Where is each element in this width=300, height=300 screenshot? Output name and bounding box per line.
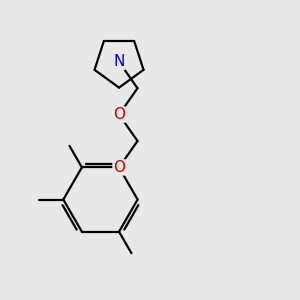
Text: O: O: [113, 160, 125, 175]
Text: O: O: [113, 107, 125, 122]
Text: N: N: [113, 54, 125, 69]
